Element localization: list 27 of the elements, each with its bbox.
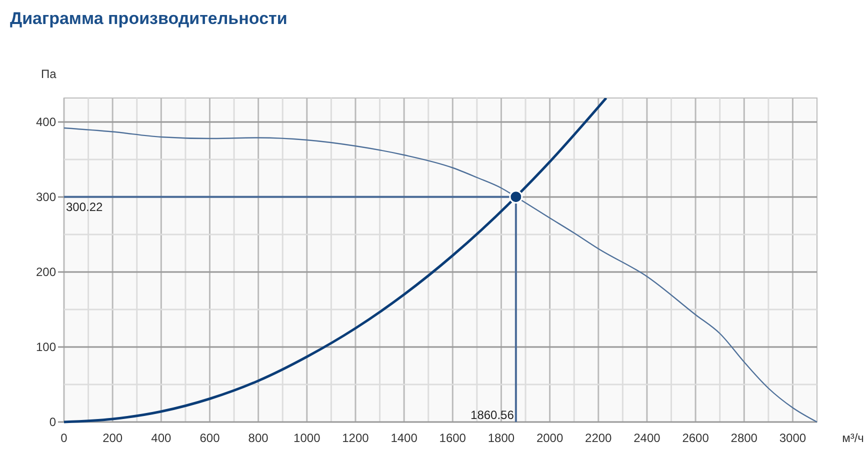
x-tick-label: 2800: [730, 431, 758, 445]
y-tick-label: 100: [36, 340, 56, 354]
y-tick-label: 300: [36, 190, 56, 204]
x-tick-label: 800: [248, 431, 269, 445]
x-tick-label: 1400: [390, 431, 418, 445]
x-tick-label: 0: [60, 431, 68, 445]
x-tick-label: 1600: [439, 431, 466, 445]
x-axis-title: м³/ч: [842, 431, 864, 445]
x-tick-label: 2000: [536, 431, 564, 445]
y-tick-label: 0: [49, 415, 56, 430]
x-tick-label: 2400: [634, 431, 661, 445]
x-tick-label: 1000: [294, 431, 321, 445]
x-tick-label: 1200: [342, 431, 370, 445]
x-tick-label: 2200: [585, 431, 612, 445]
x-tick-label: 200: [102, 431, 123, 445]
x-tick-label: 400: [151, 431, 172, 445]
x-tick-label: 3000: [779, 431, 806, 445]
line-series: [62, 98, 608, 424]
x-tick-label: 2600: [682, 431, 710, 445]
y-tick-label: 400: [36, 115, 56, 130]
chart-title: Диаграмма производительности: [10, 9, 288, 28]
x-tick-label: 600: [200, 431, 220, 445]
ref-line-label: 1860.56: [470, 408, 514, 422]
y-axis-title: Па: [41, 67, 57, 81]
x-tick-label: 1800: [488, 431, 515, 445]
ref-line-label: 300.22: [66, 200, 104, 214]
y-tick-label: 200: [36, 265, 56, 280]
